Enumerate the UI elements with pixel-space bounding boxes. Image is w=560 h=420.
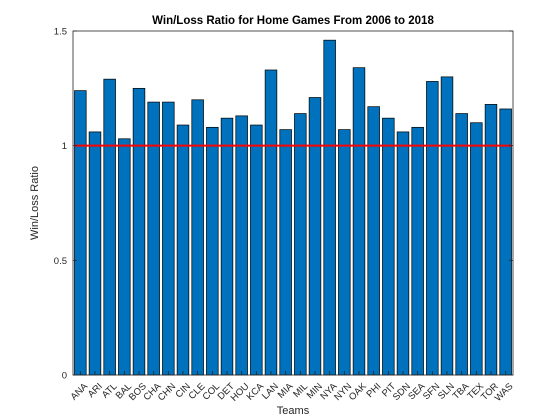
bar-oak [352, 67, 366, 376]
bar-nyn [338, 129, 351, 376]
bar-mia [279, 129, 292, 376]
bar-det [220, 117, 234, 376]
bar-mil [294, 113, 307, 376]
plot-area: 0 0.5 1 1.5 ANAARIATLBALBOSCHACHNCINCLECOLD… [54, 27, 516, 404]
bar-tba [455, 113, 468, 376]
bar-phi [367, 106, 380, 376]
bar-cha [147, 101, 160, 376]
bar-cle [191, 99, 204, 376]
axes-box [72, 30, 514, 376]
bar-lan [264, 69, 278, 376]
x-axis-label: Teams [277, 405, 310, 417]
bar-sfn [426, 81, 439, 376]
y-axis-label: Win/Loss Ratio [29, 166, 41, 240]
y-tick-label: 1.5 [54, 27, 67, 38]
bar-bal [118, 138, 131, 376]
y-ticks-group: 0 0.5 1 1.5 [54, 27, 513, 382]
bar-was [499, 108, 512, 376]
bar-min [308, 97, 322, 376]
bar-hou [235, 115, 248, 376]
bar-nya [323, 39, 336, 376]
bar-tex [470, 122, 483, 376]
y-tick-label: 0 [62, 371, 67, 382]
bar-col [206, 126, 219, 376]
bar-ari [88, 131, 102, 376]
chart-title: Win/Loss Ratio for Home Games From 2006 … [152, 15, 434, 27]
bar-chn [162, 101, 175, 376]
bar-atl [103, 78, 116, 376]
y-tick-label: 1 [62, 141, 67, 152]
x-ticks-group: ANAARIATLBALBOSCHACHNCINCLECOLDETHOUKCAL… [69, 371, 515, 404]
bar-cin [176, 124, 190, 376]
bar-kca [250, 124, 263, 376]
bar-sea [411, 126, 424, 376]
bar-sdn [396, 131, 410, 376]
bar-bos [132, 87, 146, 376]
y-tick-label: 0.5 [54, 256, 67, 267]
bar-sln [440, 76, 454, 376]
plot-frame [73, 31, 513, 375]
bar-ana [74, 90, 87, 376]
bar-pit [382, 117, 395, 376]
